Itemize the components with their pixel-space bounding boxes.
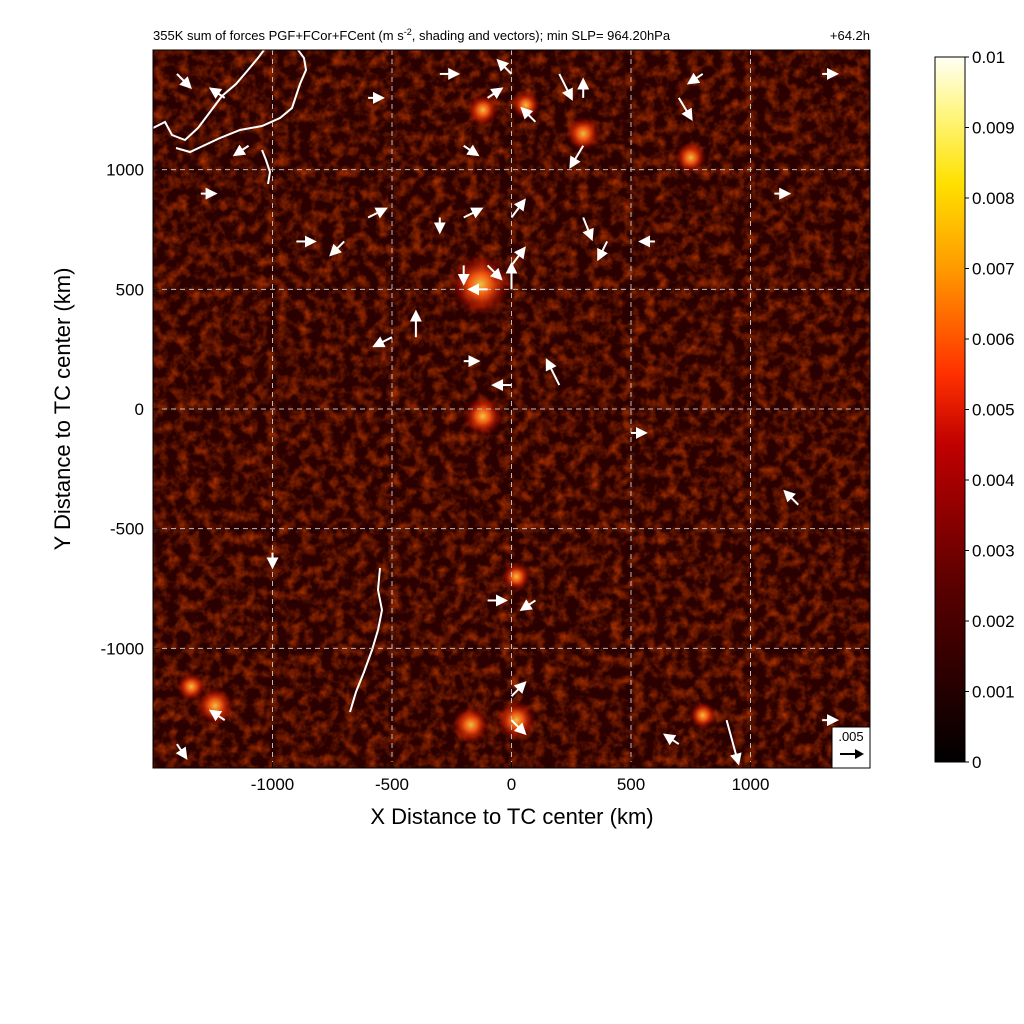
hotspot: [674, 141, 708, 175]
grid-layer: [153, 50, 870, 768]
x-axis-title: X Distance to TC center (km): [370, 804, 653, 829]
hotspot: [501, 561, 532, 592]
force-vector: [725, 719, 742, 766]
x-tick-label: -1000: [251, 775, 294, 794]
hotspot: [688, 701, 717, 730]
hotspot: [466, 93, 500, 127]
colorbar-gradient: [934, 56, 966, 763]
x-tick-label: 500: [617, 775, 645, 794]
force-vector: [367, 207, 388, 219]
force-vector: [463, 144, 480, 157]
y-axis: -1000 -500 0 500 1000: [101, 161, 159, 658]
force-vector: [686, 72, 704, 85]
force-vector: [463, 207, 484, 219]
colorbar-tick-label: 0.005: [972, 401, 1015, 420]
reference-vector-label: .005: [838, 729, 863, 744]
x-tick-label: 0: [507, 775, 516, 794]
force-vector: [597, 241, 608, 262]
force-vector: [372, 336, 393, 348]
colorbar-tick-label: 0.006: [972, 330, 1015, 349]
force-vector: [519, 599, 536, 611]
x-axis: -1000 -500 0 500 1000: [251, 762, 770, 794]
force-vector: [487, 87, 504, 99]
colorbar-tick-label: 0.009: [972, 119, 1015, 138]
force-vector: [176, 73, 192, 89]
y-tick-label: 0: [135, 400, 144, 419]
force-vector: [545, 358, 561, 386]
hotspot: [495, 699, 537, 741]
force-vector: [520, 106, 537, 123]
force-vector: [569, 145, 585, 169]
force-vector: [677, 97, 693, 122]
force-vector: [663, 733, 680, 746]
plot-area: .005: [153, 50, 870, 768]
force-vector: [175, 743, 188, 760]
chart-title-rest: , shading and vectors); min SLP= 964.20h…: [412, 28, 671, 43]
colorbar-tick-label: 0.004: [972, 471, 1015, 490]
chart-title-main: 355K sum of forces PGF+FCor+FCent (m s: [153, 28, 404, 43]
x-tick-label: 1000: [732, 775, 770, 794]
force-vector: [510, 719, 527, 736]
colorbar-tick-label: 0.001: [972, 683, 1015, 702]
hotspot: [510, 90, 541, 121]
chart-title-superscript: -2: [404, 27, 412, 37]
colorbar: 0 0.001 0.002 0.003 0.004 0.005 0.006 0.007 0.00…: [934, 48, 1015, 772]
hotspot: [451, 705, 491, 745]
colorbar-tick-label: 0.007: [972, 260, 1015, 279]
force-vector: [510, 681, 527, 697]
force-vector: [496, 58, 513, 75]
x-tick-label: -500: [375, 775, 409, 794]
reference-vector-box: [831, 726, 870, 768]
hotspot: [195, 686, 235, 725]
force-vector: [582, 217, 594, 242]
force-vector: [783, 489, 800, 506]
hotspot: [176, 671, 207, 702]
hotspot: [565, 115, 601, 152]
hotspot: [462, 395, 504, 437]
force-vector: [329, 240, 345, 257]
vector-layer: [175, 58, 839, 766]
chart-title: 355K sum of forces PGF+FCor+FCent (m s-2…: [153, 27, 671, 43]
colorbar-tick-label: 0.01: [972, 48, 1005, 67]
y-tick-label: 1000: [106, 161, 144, 180]
force-vector: [510, 198, 526, 219]
hotspot: [448, 252, 513, 317]
colorbar-tick-label: 0: [972, 753, 981, 772]
force-vector: [486, 264, 503, 281]
force-vector: [558, 73, 573, 101]
y-tick-label: -500: [110, 520, 144, 539]
force-vector: [208, 709, 226, 722]
y-axis-title: Y Distance to TC center (km): [50, 268, 75, 551]
reference-vector-key: .005: [831, 726, 870, 768]
force-vector: [232, 144, 250, 157]
y-tick-label: -1000: [101, 639, 144, 658]
hotspot-layer: [176, 90, 717, 745]
y-tick-label: 500: [116, 280, 144, 299]
colorbar-tick-label: 0.002: [972, 612, 1015, 631]
heatmap-texture: [153, 50, 870, 768]
reference-vector-arrowhead: [855, 749, 864, 759]
colorbar-tick-label: 0.003: [972, 542, 1015, 561]
force-vector: [208, 87, 226, 99]
forecast-hour: +64.2h: [830, 28, 870, 43]
colorbar-ticks: 0 0.001 0.002 0.003 0.004 0.005 0.006 0.007 0.00…: [965, 48, 1015, 772]
colorbar-tick-label: 0.008: [972, 189, 1015, 208]
coastline: [153, 50, 384, 713]
